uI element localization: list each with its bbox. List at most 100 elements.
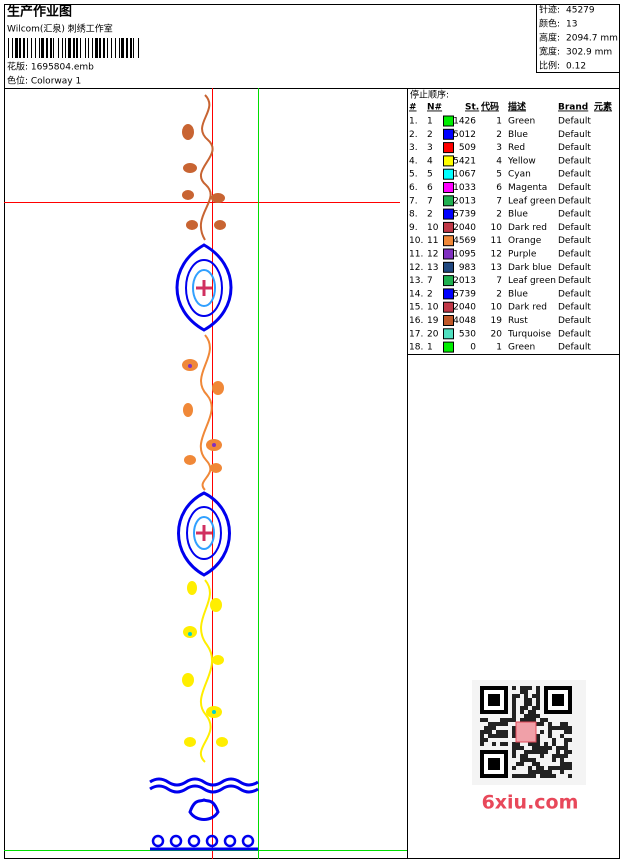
row-desc: Red <box>508 143 525 153</box>
qr-module <box>500 722 504 726</box>
qr-module <box>536 738 540 742</box>
qr-module <box>560 758 564 762</box>
qr-module <box>564 762 568 766</box>
qr-module <box>528 698 532 702</box>
color-swatch <box>443 208 454 220</box>
row-stitches: 1033 <box>453 183 476 193</box>
qr-module <box>524 754 528 758</box>
row-needle: 1 <box>427 343 433 353</box>
leaves <box>182 581 228 747</box>
row-seq: 13. <box>409 276 423 286</box>
color-swatch <box>443 301 454 313</box>
row-code: 1 <box>496 343 502 353</box>
qr-module <box>564 738 568 742</box>
row-seq: 11. <box>409 250 423 260</box>
qr-module <box>524 698 528 702</box>
qr-finder <box>488 758 500 770</box>
info-label: 宽度: <box>539 46 560 58</box>
row-seq: 9. <box>409 223 418 233</box>
qr-finder <box>488 694 500 706</box>
qr-module <box>564 766 568 770</box>
qr-module <box>540 750 544 754</box>
qr-module <box>520 758 524 762</box>
qr-module <box>552 738 556 742</box>
row-brand: Default <box>558 289 591 299</box>
qr-module <box>484 726 488 730</box>
qr-module <box>524 706 528 710</box>
qr-module <box>528 742 532 746</box>
qr-module <box>488 722 492 726</box>
qr-module <box>524 694 528 698</box>
qr-module <box>492 734 496 738</box>
qr-module <box>544 750 548 754</box>
row-code: 12 <box>491 250 502 260</box>
qr-module <box>484 718 488 722</box>
qr-module <box>512 754 516 758</box>
row-desc: Cyan <box>508 170 531 180</box>
row-needle: 11 <box>427 236 438 246</box>
row-stitches: 2040 <box>453 223 476 233</box>
qr-module <box>540 746 544 750</box>
qr-module <box>516 742 520 746</box>
row-stitches: 1095 <box>453 250 476 260</box>
qr-module <box>552 774 556 778</box>
qr-module <box>536 698 540 702</box>
qr-module <box>560 722 564 726</box>
info-label: 针迹: <box>539 4 560 16</box>
row-desc: Turquoise <box>507 329 551 339</box>
row-seq: 15. <box>409 303 423 313</box>
row-stitches: 2040 <box>453 303 476 313</box>
row-desc: Green <box>508 343 535 353</box>
row-needle: 20 <box>427 329 439 339</box>
color-swatch <box>443 128 454 140</box>
bar-stripe <box>121 38 124 58</box>
bar-stripe <box>65 38 66 58</box>
qr-module <box>532 718 536 722</box>
row-stitches: 1067 <box>453 170 476 180</box>
bar-stripe <box>88 38 89 58</box>
row-desc: Magenta <box>508 183 547 193</box>
qr-module <box>516 774 520 778</box>
qr-module <box>536 742 540 746</box>
qr-module <box>548 774 552 778</box>
row-seq: 3. <box>409 143 418 153</box>
qr-module <box>540 730 544 734</box>
row-code: 20 <box>491 329 503 339</box>
bar-stripe <box>62 38 63 58</box>
qr-module <box>552 754 556 758</box>
qr-module <box>512 766 516 770</box>
row-seq: 2. <box>409 130 418 140</box>
bar-stripe <box>68 38 71 58</box>
watermark: 6xiu.com <box>482 792 579 814</box>
row-seq: 12. <box>409 263 423 273</box>
qr-module <box>516 762 520 766</box>
row-needle: 12 <box>427 250 438 260</box>
qr-module <box>528 766 532 770</box>
qr-module <box>524 686 528 690</box>
row-stitches: 5012 <box>453 130 476 140</box>
row-needle: 6 <box>427 183 433 193</box>
color-swatch <box>443 235 454 247</box>
row-code: 2 <box>496 289 502 299</box>
row-stitches: 5739 <box>453 210 476 220</box>
qr-module <box>540 718 544 722</box>
qr-module <box>536 770 540 774</box>
row-code: 2 <box>496 130 502 140</box>
qr-module <box>480 730 484 734</box>
qr-module <box>536 706 540 710</box>
qr-module <box>524 714 528 718</box>
bar-stripe <box>115 38 116 58</box>
qr-module <box>536 722 540 726</box>
qr-module <box>556 750 560 754</box>
qr-module <box>528 714 532 718</box>
row-needle: 13 <box>427 263 438 273</box>
qr-finder <box>552 694 564 706</box>
row-stitches: 1426 <box>453 117 476 127</box>
qr-module <box>532 774 536 778</box>
bar-stripe <box>31 38 32 58</box>
qr-module <box>568 738 572 742</box>
qr-module <box>520 718 524 722</box>
qr-module <box>496 730 500 734</box>
